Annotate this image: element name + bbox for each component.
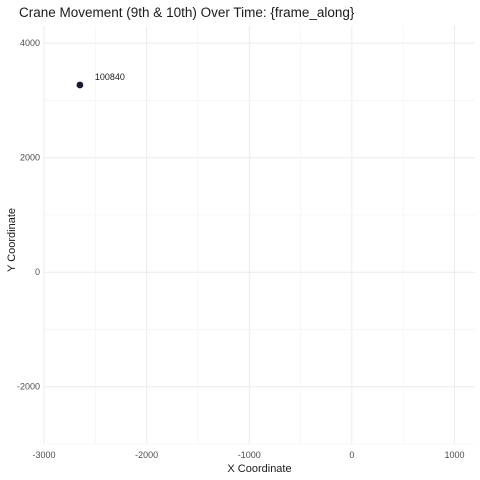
x-tick-label: 0 [349,450,354,460]
y-axis-label: Y Coordinate [6,208,18,272]
y-tick-label: 0 [35,267,40,277]
data-point-label: 100840 [95,72,125,82]
data-point [76,81,84,89]
grid-major [43,26,475,444]
x-tick-label: 1000 [444,450,464,460]
x-axis-label: X Coordinate [227,463,291,475]
data-points: 100840 [76,72,125,89]
y-tick-label: 4000 [20,38,40,48]
y-tick-label: 2000 [20,153,40,163]
chart-title: Crane Movement (9th & 10th) Over Time: {… [19,5,355,20]
y-tick-labels: -2000 0 2000 4000 [17,38,40,392]
y-tick-label: -2000 [17,382,40,392]
x-tick-label: -3000 [32,450,55,460]
x-tick-label: -2000 [135,450,158,460]
x-tick-labels: -3000 -2000 -1000 0 1000 [32,450,464,460]
x-tick-label: -1000 [238,450,261,460]
grid-minor [44,26,475,445]
